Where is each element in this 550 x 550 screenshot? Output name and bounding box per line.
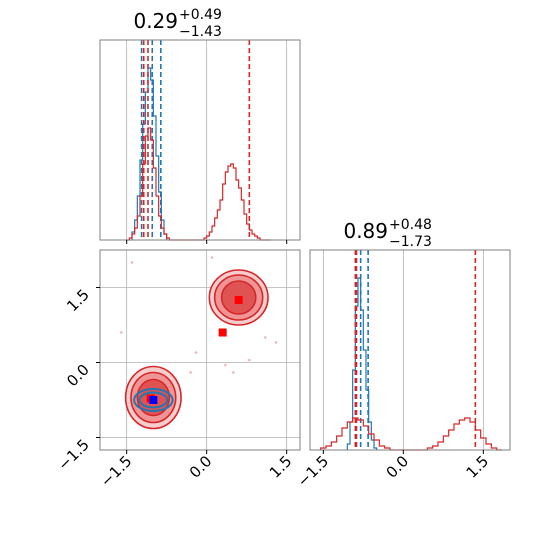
panel-frame (99, 249, 301, 451)
histogram-series-0 (131, 67, 168, 240)
x-tick-label-2: 1.5 (463, 452, 493, 482)
sample-point-1-7 (264, 336, 267, 339)
sample-point-1-6 (210, 256, 214, 259)
x-tick-label-1: 0.0 (383, 452, 413, 482)
panel-frame (309, 249, 511, 451)
x-tick-label-1: 0.0 (186, 452, 216, 482)
histogram-series-0 (346, 277, 378, 450)
marker-blue (149, 396, 158, 404)
panel-title-plus: +0.48 (389, 217, 432, 233)
contour-blue-0 (133, 388, 174, 412)
panel-title-minus: −1.73 (389, 234, 432, 250)
panel-bottom-left: −1.5 0.0 1.5 −1.5 0.0 1.5 (54, 249, 301, 491)
sample-point-1-4 (274, 341, 278, 344)
panel-frame (99, 39, 301, 241)
sample-point-1-0 (130, 261, 134, 264)
sample-point-1-2 (224, 363, 227, 367)
sample-point-1-3 (248, 358, 251, 362)
x-tick-label-0: −1.5 (97, 452, 135, 490)
sample-point-1-9 (232, 371, 235, 374)
panel-top-left: 0.29 +0.49−1.43 (99, 7, 301, 244)
contour-blue-1 (138, 391, 169, 409)
sample-point-1-8 (194, 351, 198, 354)
x-tick-label-2: 1.5 (266, 452, 296, 482)
panel-title-value: 0.29 (133, 9, 178, 33)
y-tick-label-1: 0.0 (63, 361, 93, 391)
panel-title-minus: −1.43 (179, 24, 222, 40)
marker-red-0 (234, 296, 243, 304)
panel-title-plus: +0.49 (179, 7, 222, 23)
y-tick-label-0: −1.5 (54, 436, 92, 474)
histogram-series-1 (126, 127, 271, 241)
panel-bottom-right: 0.89 +0.48−1.73 −1.5 0.0 1.5 (294, 217, 511, 491)
x-tick-label-0: −1.5 (294, 452, 332, 490)
sample-point-1-5 (120, 331, 123, 334)
sample-point-1-1 (189, 371, 192, 374)
y-tick-label-2: 1.5 (63, 286, 93, 316)
panel-title-value: 0.89 (343, 219, 388, 243)
marker-red-1 (218, 328, 227, 337)
